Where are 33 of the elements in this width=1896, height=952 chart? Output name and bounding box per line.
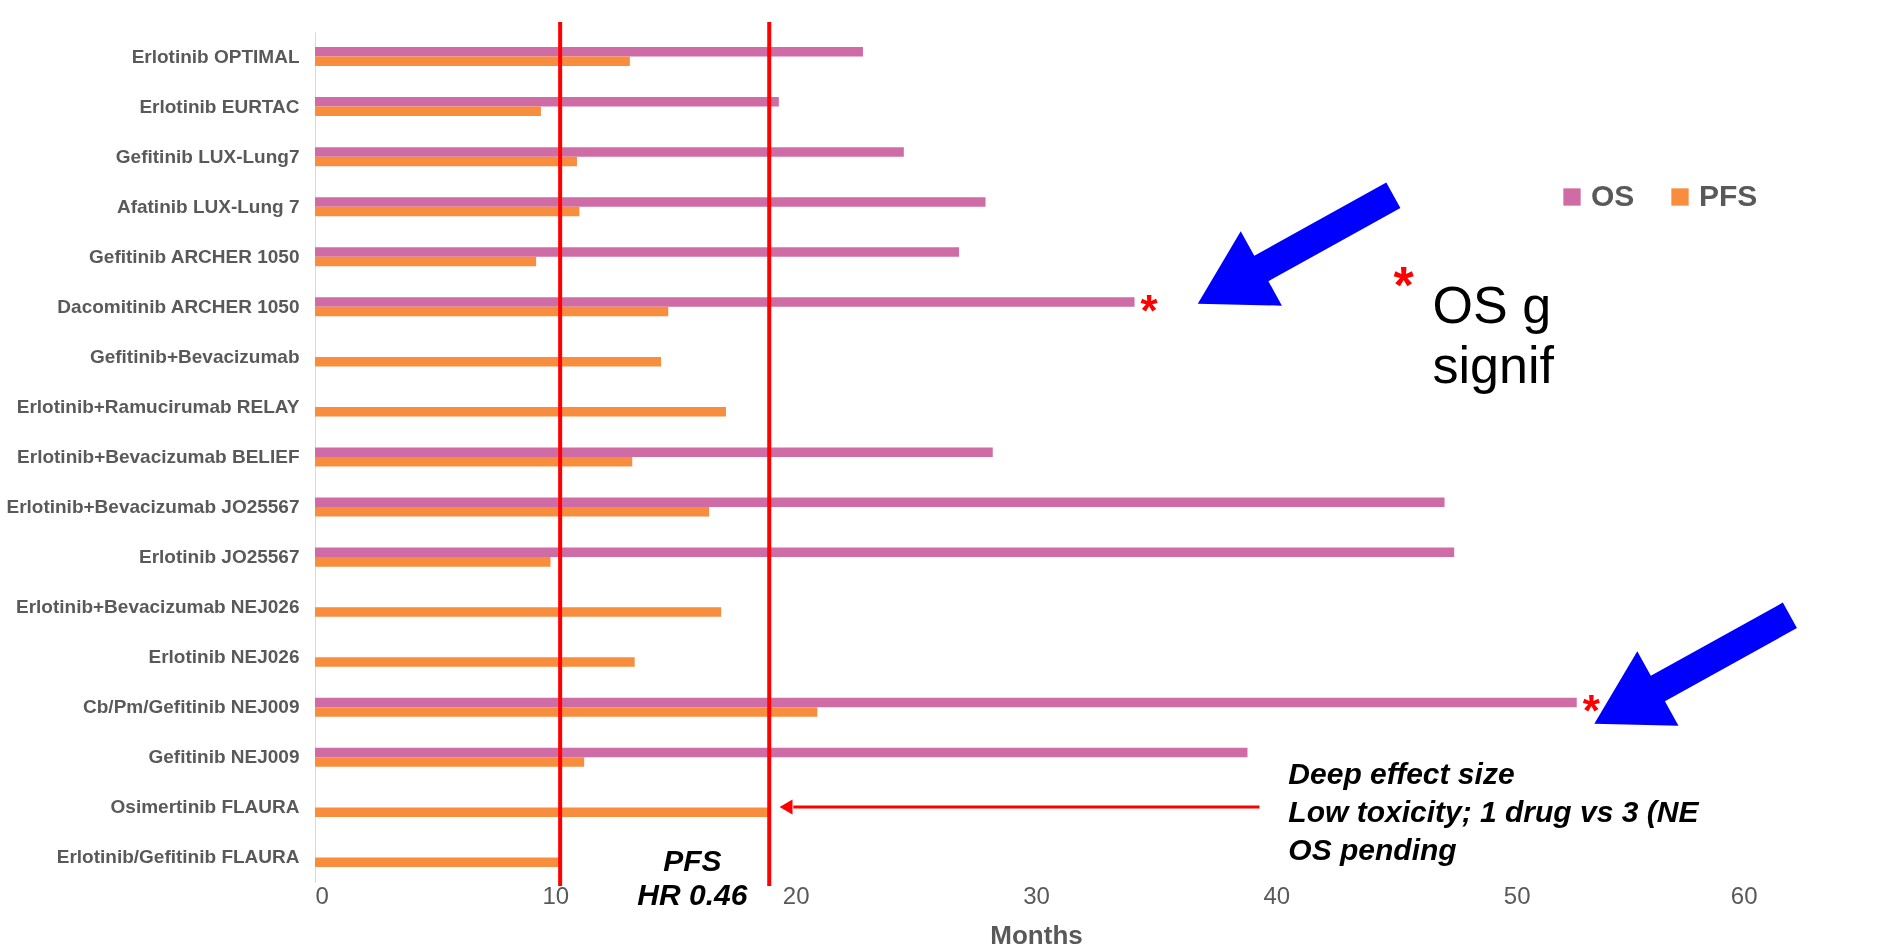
y-tick-label: Erlotinib JO25567 bbox=[138, 546, 300, 568]
x-tick-label: 0 bbox=[315, 881, 329, 909]
x-tick-label: 50 bbox=[1503, 881, 1531, 909]
legend-label: PFS bbox=[1699, 179, 1758, 212]
annotation: * bbox=[1140, 286, 1159, 335]
annotation: OS g signif bbox=[1432, 276, 1555, 394]
y-tick-label: Erlotinib+Ramucirumab RELAY bbox=[16, 395, 300, 417]
y-tick-label: Erlotinib EURTAC bbox=[139, 95, 300, 117]
x-tick-label: 30 bbox=[1023, 881, 1050, 909]
y-tick-label: Gefitinib LUX-Lung7 bbox=[115, 145, 300, 167]
y-tick-label: Dacomitinib ARCHER 1050 bbox=[57, 295, 300, 317]
x-tick-label: 40 bbox=[1263, 881, 1291, 909]
y-tick-label: Cb/Pm/Gefitinib NEJ009 bbox=[83, 696, 300, 718]
y-tick-label: Afatinib LUX-Lung 7 bbox=[116, 195, 300, 217]
y-tick-label: Erlotinib OPTIMAL bbox=[131, 45, 300, 67]
y-tick-label: Gefitinib ARCHER 1050 bbox=[89, 245, 300, 267]
y-tick-label: Erlotinib+Bevacizumab NEJ026 bbox=[15, 596, 300, 618]
y-tick-label: Erlotinib/Gefitinib FLAURA bbox=[56, 846, 300, 868]
y-tick-label: Erlotinib+Bevacizumab BELIEF bbox=[17, 446, 300, 467]
y-tick-label: Gefitinib+Bevacizumab bbox=[89, 345, 300, 367]
x-tick-label: 20 bbox=[782, 881, 810, 909]
y-tick-label: Erlotinib+Bevacizumab JO25567 bbox=[6, 496, 300, 518]
y-tick-label: Osimertinib FLAURA bbox=[110, 796, 300, 818]
annotation: * bbox=[1582, 686, 1601, 735]
y-tick-label: Gefitinib NEJ009 bbox=[148, 746, 300, 768]
x-tick-label: 10 bbox=[542, 881, 570, 909]
x-axis-title: Months bbox=[990, 919, 1083, 950]
x-tick-label: 60 bbox=[1730, 881, 1758, 909]
y-tick-label: Erlotinib NEJ026 bbox=[148, 646, 300, 668]
annotation: Deep effect size Low toxicity; 1 drug vs 3 (NE OS pending bbox=[1288, 756, 1700, 866]
annotation: * bbox=[1393, 256, 1415, 314]
legend-label: OS bbox=[1591, 179, 1635, 212]
annotation: PFS HR 0.46 bbox=[637, 844, 748, 911]
